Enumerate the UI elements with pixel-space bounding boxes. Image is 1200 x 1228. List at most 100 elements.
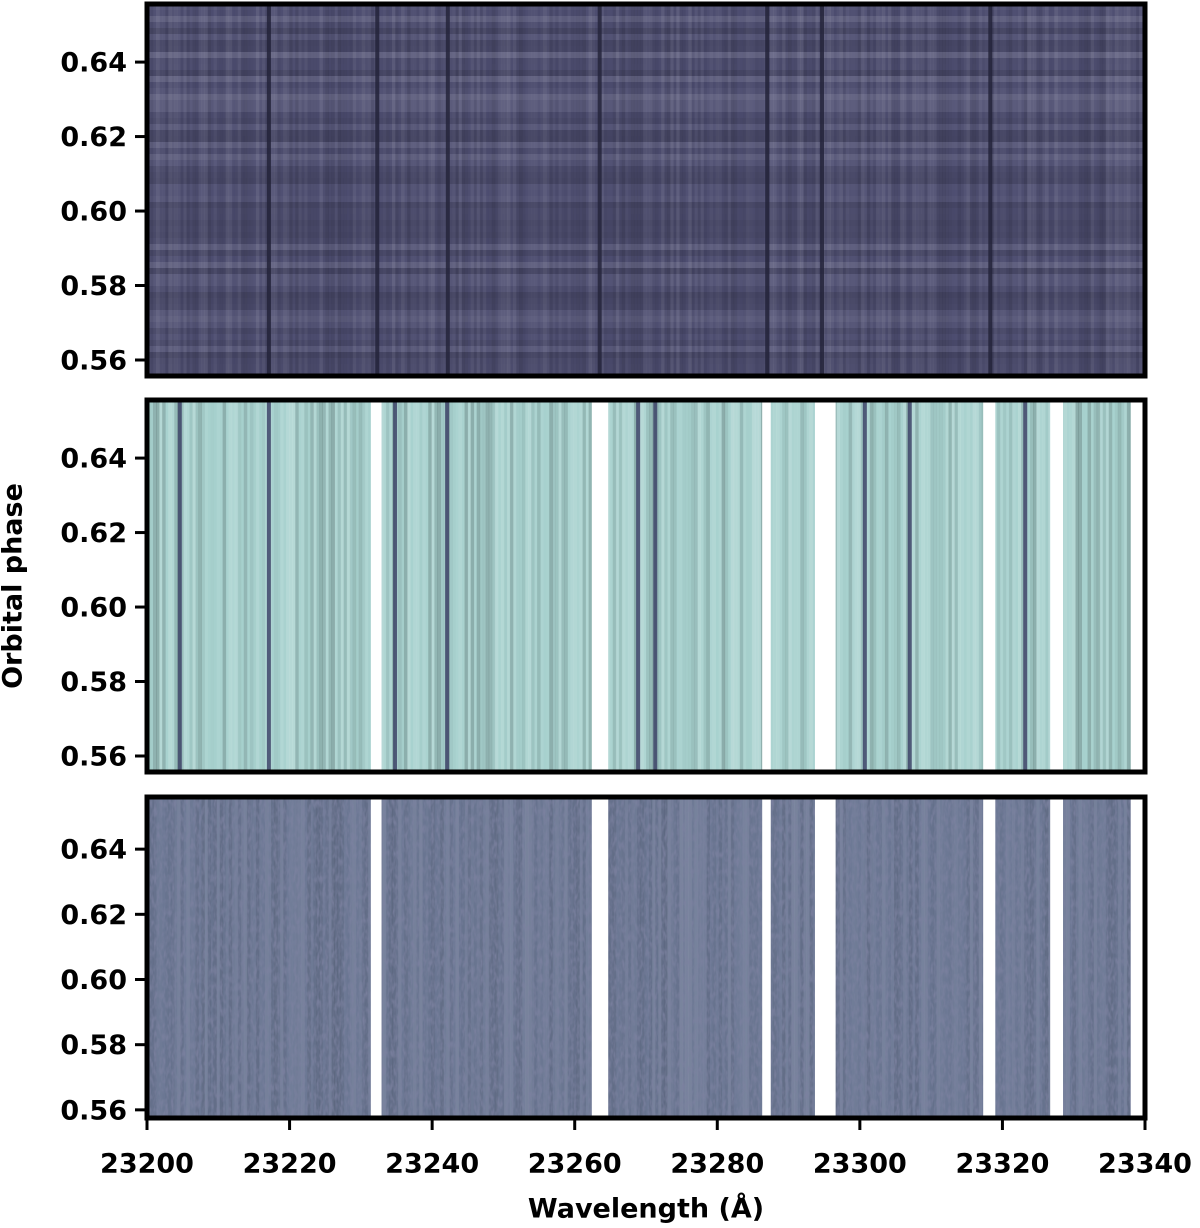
- texture-column: [1036, 400, 1040, 772]
- texture-column: [978, 4, 983, 376]
- texture-column: [1033, 400, 1037, 772]
- texture-column: [159, 400, 163, 772]
- texture-row: [147, 214, 1145, 220]
- texture-column: [1102, 4, 1107, 376]
- texture-column: [957, 4, 962, 376]
- texture-column: [709, 400, 714, 772]
- texture-column: [969, 4, 974, 376]
- texture-column: [945, 400, 949, 772]
- texture-row: [147, 232, 1145, 238]
- texture-column: [942, 4, 946, 376]
- texture-column: [482, 400, 487, 772]
- texture-column: [334, 400, 339, 772]
- texture-column: [516, 400, 520, 772]
- heatmap: [147, 4, 1145, 376]
- texture-column: [964, 400, 968, 772]
- texture-column: [706, 400, 711, 772]
- texture-column: [540, 400, 544, 772]
- texture-column: [1045, 400, 1049, 772]
- texture-column: [921, 400, 925, 772]
- texture-row: [147, 46, 1145, 52]
- texture-column: [888, 400, 892, 772]
- texture-column: [724, 400, 729, 772]
- texture-column: [313, 400, 317, 772]
- texture-column: [1027, 4, 1031, 376]
- texture-column: [394, 4, 399, 376]
- y-tick-label: 0.64: [60, 835, 127, 866]
- texture-column: [610, 400, 614, 772]
- texture-column: [1102, 400, 1107, 772]
- absorption-line: [862, 400, 867, 772]
- texture-column: [198, 400, 202, 772]
- texture-row: [147, 148, 1145, 154]
- texture-column: [975, 4, 980, 376]
- texture-column: [1093, 400, 1098, 772]
- absorption-line: [597, 4, 602, 376]
- texture-column: [216, 400, 221, 772]
- texture-column: [588, 400, 593, 772]
- texture-column: [370, 4, 375, 376]
- masked-region: [814, 797, 836, 1118]
- texture-column: [340, 400, 345, 772]
- texture-column: [1042, 400, 1046, 772]
- texture-column: [419, 400, 423, 772]
- texture-column: [1039, 4, 1043, 376]
- texture-row: [147, 238, 1145, 244]
- texture-row: [147, 202, 1145, 208]
- texture-row: [147, 112, 1145, 118]
- texture-column: [815, 4, 819, 376]
- texture-column: [467, 400, 472, 772]
- texture-column: [382, 400, 387, 772]
- texture-column: [996, 400, 1001, 772]
- texture-row: [147, 130, 1145, 136]
- texture-column: [751, 400, 756, 772]
- texture-column: [479, 4, 484, 376]
- texture-column: [1021, 400, 1025, 772]
- texture-column: [769, 4, 774, 376]
- texture-column: [168, 400, 172, 772]
- texture-column: [649, 400, 653, 772]
- texture-column: [769, 400, 774, 772]
- texture-column: [897, 400, 901, 772]
- texture-column: [779, 400, 783, 772]
- texture-column: [975, 400, 980, 772]
- texture-column: [627, 400, 632, 772]
- texture-column: [491, 4, 496, 376]
- texture-column: [479, 400, 484, 772]
- y-tick-label: 0.62: [60, 122, 127, 153]
- texture-row: [147, 334, 1145, 340]
- texture-column: [522, 4, 526, 376]
- texture-column: [174, 400, 178, 772]
- texture-column: [431, 400, 435, 772]
- texture-column: [262, 400, 266, 772]
- masked-region: [370, 400, 382, 772]
- texture-column: [555, 400, 559, 772]
- texture-column: [930, 400, 934, 772]
- texture-column: [346, 400, 351, 772]
- texture-column: [573, 400, 577, 772]
- x-tick-label: 23260: [528, 1149, 622, 1180]
- texture-column: [661, 400, 665, 772]
- texture-row: [147, 88, 1145, 94]
- texture-column: [1036, 4, 1040, 376]
- texture-column: [827, 4, 831, 376]
- texture-column: [939, 4, 943, 376]
- texture-column: [1120, 4, 1125, 376]
- texture-column: [875, 4, 880, 376]
- texture-column: [1123, 400, 1128, 772]
- texture-column: [1069, 400, 1073, 772]
- texture-column: [990, 4, 995, 376]
- texture-column: [368, 400, 372, 772]
- texture-column: [927, 400, 931, 772]
- texture-column: [343, 400, 348, 772]
- texture-column: [972, 400, 977, 772]
- texture-column: [1112, 400, 1116, 772]
- absorption-line: [907, 400, 912, 772]
- texture-row: [147, 118, 1145, 124]
- texture-column: [576, 400, 580, 772]
- texture-column: [993, 400, 998, 772]
- texture-column: [452, 400, 456, 772]
- texture-column: [915, 400, 919, 772]
- texture-column: [857, 4, 862, 376]
